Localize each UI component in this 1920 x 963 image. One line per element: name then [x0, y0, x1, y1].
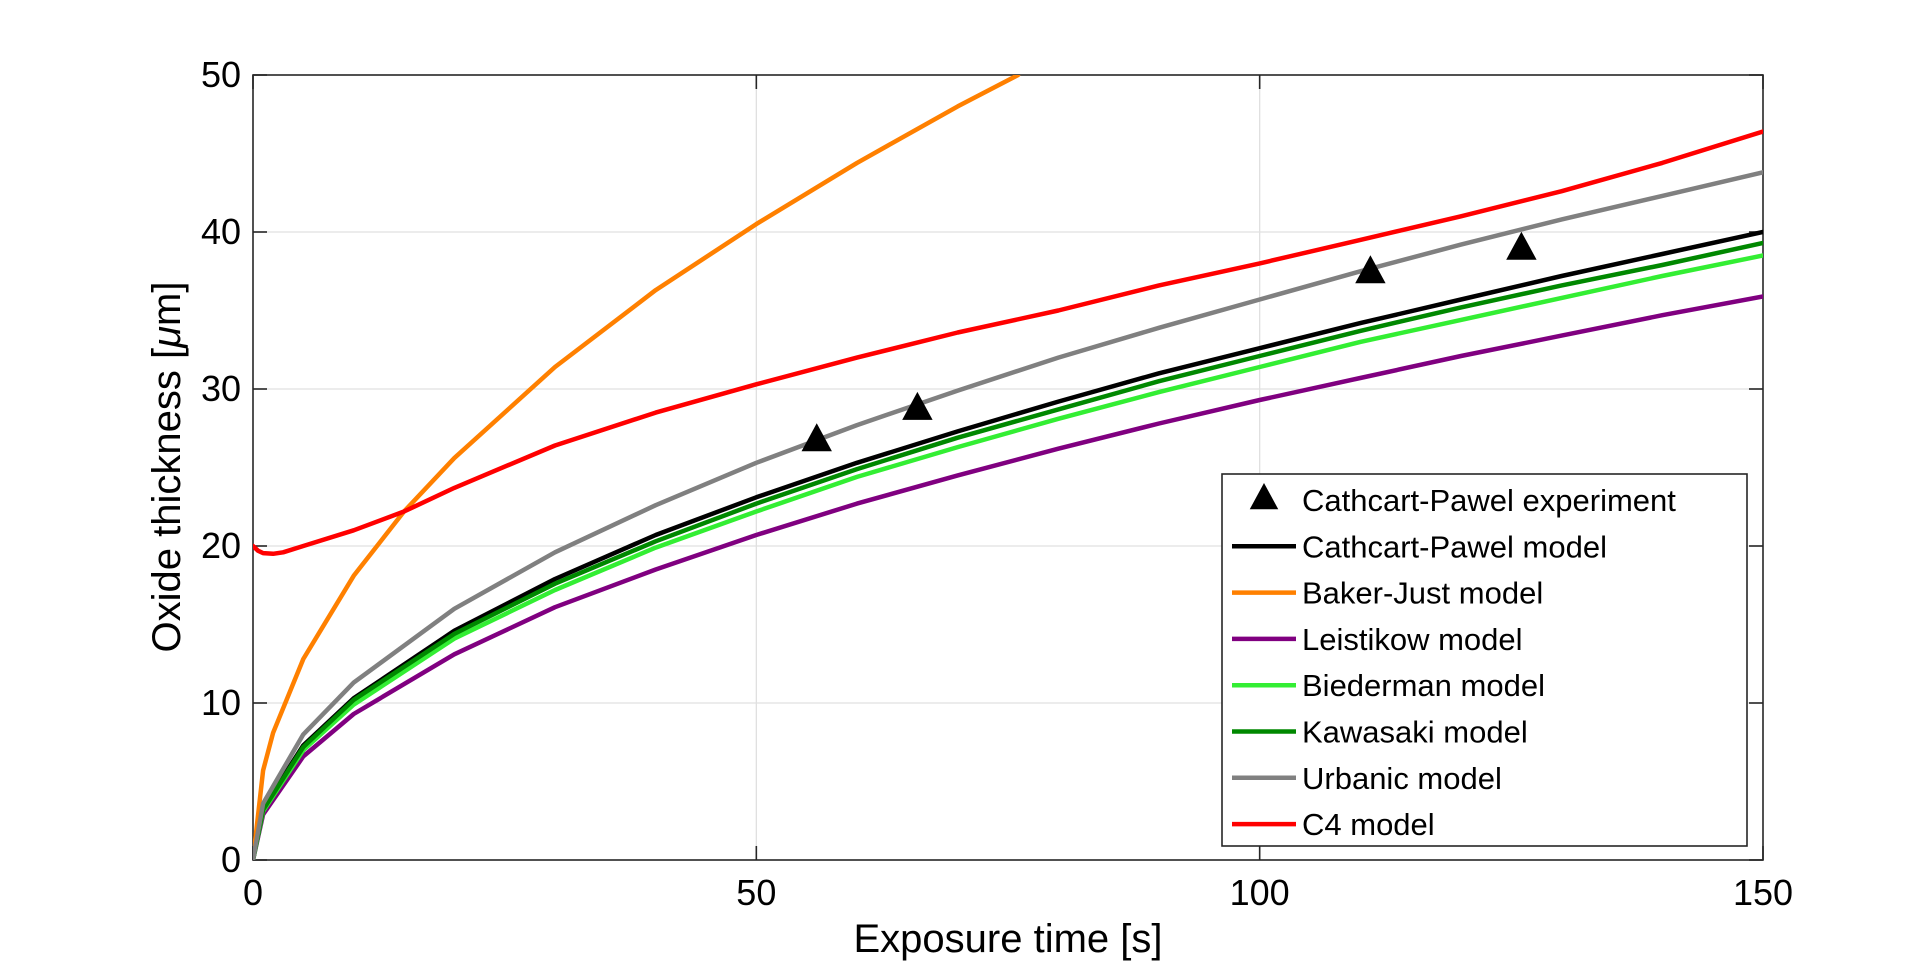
experiment-marker [902, 391, 933, 420]
y-tick-label: 10 [201, 682, 241, 723]
legend-box [1221, 473, 1748, 847]
y-tick-label: 0 [221, 839, 241, 880]
y-tick-label: 20 [201, 525, 241, 566]
legend-label: Cathcart-Pawel model [1302, 529, 1607, 564]
legend-swatch-marker [1249, 483, 1279, 510]
y-tick-label: 50 [201, 54, 241, 95]
y-axis-title-prefix: Oxide thickness [ [145, 348, 189, 653]
series-line [253, 129, 1763, 557]
x-tick-label: 150 [1733, 872, 1793, 913]
x-axis-title: Exposure time [s] [853, 917, 1162, 961]
legend-label: Baker-Just model [1302, 576, 1543, 611]
series-line [253, 253, 1763, 860]
x-tick-label: 100 [1230, 872, 1290, 913]
legend-label: Biederman model [1302, 668, 1545, 703]
series-line [253, 75, 1021, 860]
experiment-markers [801, 231, 1537, 452]
legend-label: Kawasaki model [1302, 715, 1528, 750]
series-line [253, 240, 1763, 860]
series-lines [253, 75, 1763, 860]
y-tick-label: 40 [201, 211, 241, 252]
legend-label: Cathcart-Pawel experiment [1302, 483, 1676, 518]
experiment-marker [1506, 231, 1537, 260]
legend-label: Urbanic model [1302, 761, 1502, 796]
y-tick-label: 30 [201, 368, 241, 409]
y-axis-title: Oxide thickness [μm] [145, 282, 189, 653]
legend-label: C4 model [1302, 807, 1435, 842]
x-tick-label: 50 [736, 872, 776, 913]
legend: Cathcart-Pawel experiment Cathcart-Pawel … [1221, 473, 1748, 847]
series-line [253, 294, 1763, 860]
series-line [253, 170, 1763, 860]
experiment-marker [801, 423, 832, 452]
y-axis-title-suffix: m] [145, 282, 189, 326]
legend-label: Leistikow model [1302, 622, 1523, 657]
tick-labels: 0 50 100 150 0 10 20 30 40 50 [201, 54, 1793, 913]
y-axis-title-mu: μ [145, 326, 189, 349]
x-tick-label: 0 [243, 872, 263, 913]
plot-area [252, 74, 1764, 861]
experiment-marker [1355, 255, 1386, 284]
